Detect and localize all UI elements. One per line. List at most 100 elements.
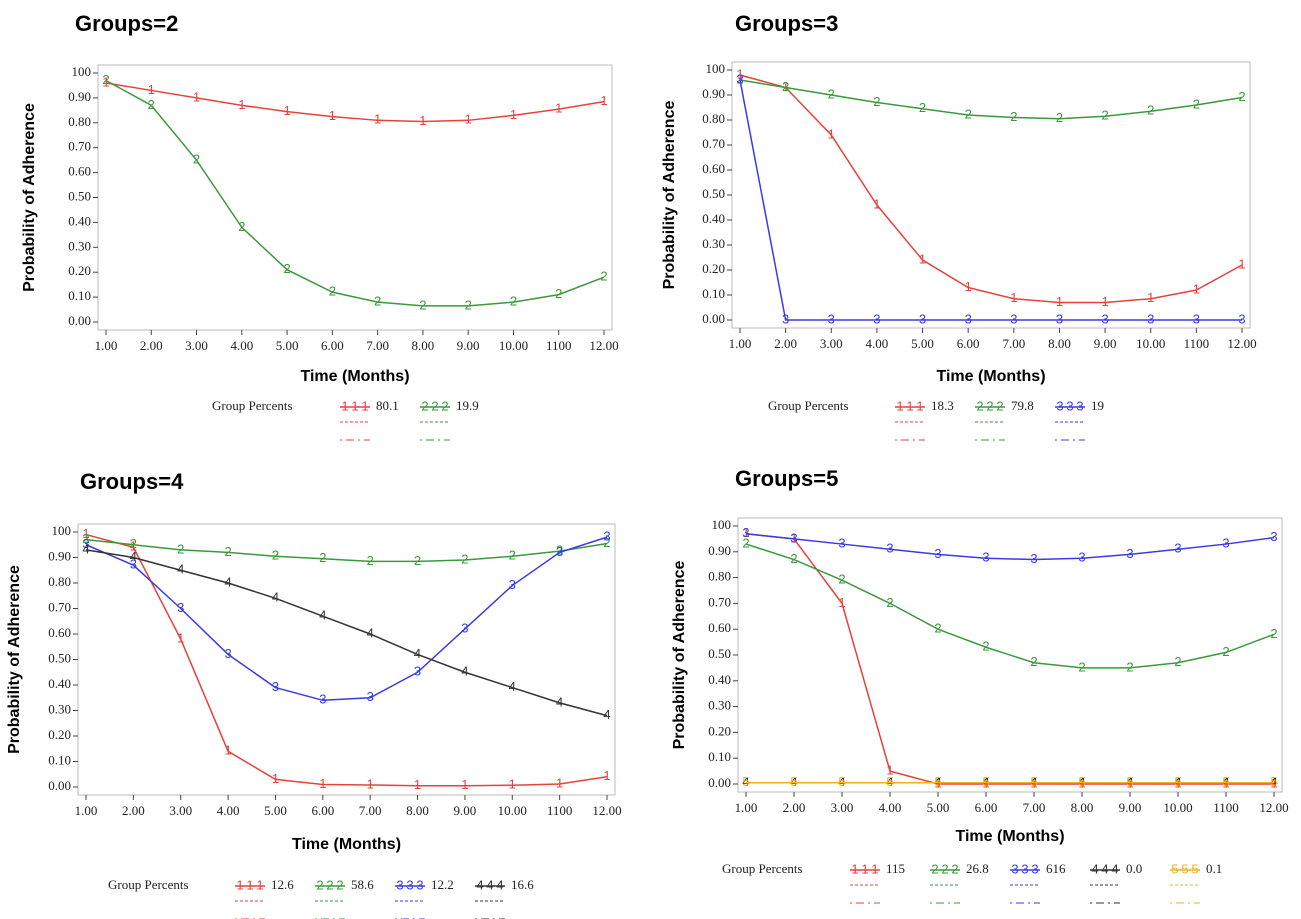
y-tick-label: 0.30: [708, 698, 731, 713]
legend-marker: 2: [316, 877, 323, 892]
legend-label: 26.8: [966, 861, 989, 876]
point-marker: 1: [102, 74, 109, 89]
y-tick-label: 0.80: [48, 574, 71, 589]
x-tick-label: 9.00: [454, 803, 477, 818]
x-axis-label: Time (Months): [936, 368, 1045, 385]
legend-title: Group Percents: [722, 861, 803, 876]
point-marker: 3: [224, 646, 231, 661]
point-marker: 3: [886, 541, 893, 556]
legend-marker: 4: [486, 877, 493, 892]
point-marker: 3: [603, 529, 610, 544]
point-marker: 3: [1238, 311, 1245, 326]
point-marker: 5: [1174, 774, 1181, 789]
x-tick-label: 7.00: [1023, 800, 1046, 815]
point-marker: 1: [329, 108, 336, 123]
legend-label: 16.6: [511, 877, 534, 892]
point-marker: 3: [982, 550, 989, 565]
legend-marker: 3: [396, 877, 403, 892]
y-tick-label: 0.10: [48, 752, 71, 767]
point-marker: 1: [556, 775, 563, 790]
point-marker: 2: [1030, 654, 1037, 669]
point-marker: 2: [1174, 654, 1181, 669]
x-tick-label: 7.00: [366, 338, 389, 353]
point-marker: 5: [1222, 774, 1229, 789]
point-marker: 5: [934, 774, 941, 789]
legend-marker: 1: [236, 877, 243, 892]
point-marker: 1: [555, 101, 562, 116]
plot-frame: [97, 64, 613, 331]
legend-marker: 2: [996, 398, 1003, 413]
point-marker: 3: [736, 71, 743, 86]
point-marker: 1: [224, 743, 231, 758]
point-marker: 3: [742, 525, 749, 540]
point-marker: 2: [329, 284, 336, 299]
chart-title: Groups=5: [735, 466, 838, 491]
point-marker: 4: [556, 694, 563, 709]
point-marker: 1: [461, 777, 468, 792]
point-marker: 2: [102, 72, 109, 87]
point-marker: 4: [367, 625, 374, 640]
legend-marker: 2: [931, 861, 938, 876]
legend-marker: 2: [941, 861, 948, 876]
x-axis-label: Time (Months): [955, 828, 1064, 845]
y-tick-label: 0.00: [708, 775, 731, 790]
point-marker: 3: [965, 311, 972, 326]
point-marker: 2: [1101, 108, 1108, 123]
point-marker: 3: [1147, 311, 1154, 326]
x-tick-label: 10.00: [1163, 800, 1192, 815]
point-marker: 3: [1193, 311, 1200, 326]
y-tick-label: 0.70: [68, 139, 91, 154]
point-marker: 1: [419, 113, 426, 128]
point-marker: 3: [1174, 541, 1181, 556]
point-marker: 1: [603, 768, 610, 783]
point-marker: 5: [1270, 774, 1277, 789]
point-marker: 1: [193, 89, 200, 104]
point-marker: 5: [886, 774, 893, 789]
x-tick-label: 8.00: [412, 338, 435, 353]
point-marker: 3: [790, 530, 797, 545]
point-marker: 1: [272, 771, 279, 786]
x-tick-label: 7.00: [359, 803, 382, 818]
point-marker: 2: [367, 553, 374, 568]
legend-marker: 2: [431, 398, 438, 413]
x-tick-label: 6.00: [321, 338, 344, 353]
point-marker: 4: [603, 707, 610, 722]
legend-label: 115: [886, 861, 905, 876]
legend-marker: 4: [496, 877, 503, 892]
y-tick-label: 0.90: [708, 543, 731, 558]
legend-title: Group Percents: [212, 398, 293, 413]
point-marker: 4: [461, 664, 468, 679]
point-marker: 4: [1030, 774, 1037, 789]
y-tick-label: 100: [712, 517, 732, 532]
y-tick-label: 0.40: [702, 211, 725, 226]
point-marker: 1: [600, 93, 607, 108]
point-marker: 1: [1101, 294, 1108, 309]
point-marker: 2: [238, 219, 245, 234]
legend-marker: 1: [361, 398, 368, 413]
point-marker: 3: [919, 311, 926, 326]
legend-marker: 1: [351, 398, 358, 413]
legend-marker: 4: [476, 877, 483, 892]
x-tick-label: 12.00: [592, 803, 621, 818]
point-marker: 3: [1010, 311, 1017, 326]
point-marker: 3: [782, 311, 789, 326]
point-marker: 2: [790, 551, 797, 566]
point-marker: 4: [272, 590, 279, 605]
x-tick-label: 1100: [547, 803, 573, 818]
y-tick-label: 0.90: [68, 89, 91, 104]
x-tick-label: 5.00: [927, 800, 950, 815]
point-marker: 5: [982, 774, 989, 789]
legend-label: 79.8: [1011, 398, 1034, 413]
x-tick-label: 8.00: [1048, 336, 1071, 351]
point-marker: 2: [873, 94, 880, 109]
point-marker: 5: [1126, 774, 1133, 789]
point-marker: 2: [509, 548, 516, 563]
chart-title: Groups=3: [735, 11, 838, 36]
y-tick-label: 0.80: [68, 114, 91, 129]
point-marker: 5: [790, 774, 797, 789]
y-tick-label: 0.70: [708, 594, 731, 609]
point-marker: 2: [193, 152, 200, 167]
y-tick-label: 0.90: [48, 548, 71, 563]
x-tick-label: 6.00: [975, 800, 998, 815]
